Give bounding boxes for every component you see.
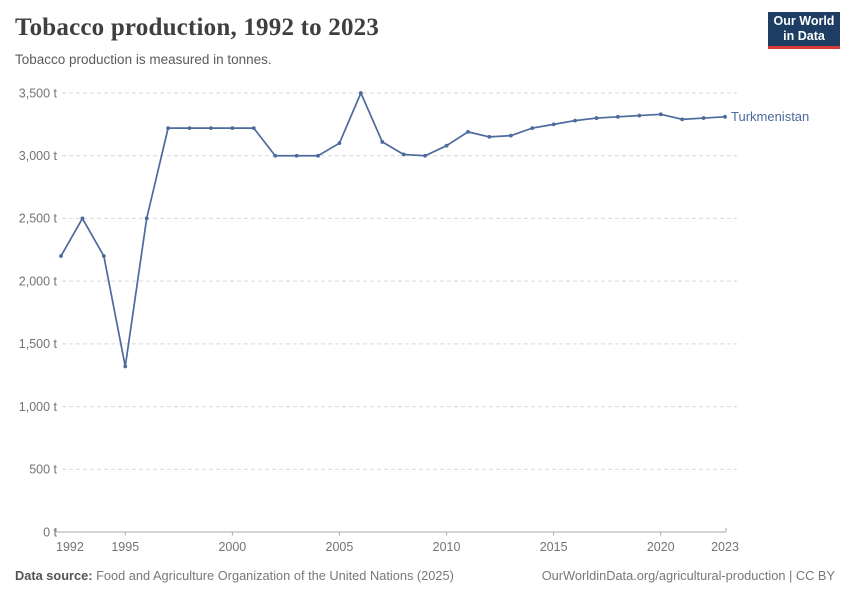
data-point[interactable]	[59, 254, 63, 258]
data-point[interactable]	[358, 91, 363, 95]
data-point[interactable]	[144, 216, 149, 221]
y-tick-label: 1,000 t	[19, 400, 58, 414]
x-tick-label: 1992	[56, 540, 84, 554]
data-point[interactable]	[530, 126, 535, 131]
data-source-text: Data source: Food and Agriculture Organi…	[15, 568, 454, 583]
data-point[interactable]	[294, 153, 299, 158]
x-tick-label: 2000	[218, 540, 246, 554]
y-tick-label: 500 t	[29, 463, 57, 477]
data-point[interactable]	[166, 126, 170, 131]
data-point[interactable]	[487, 135, 492, 139]
x-tick-label: 2005	[326, 540, 354, 554]
license-cc-by: | CC BY	[785, 568, 835, 583]
data-point[interactable]	[251, 126, 256, 131]
y-tick-label: 1,500 t	[19, 337, 58, 351]
data-point[interactable]	[466, 129, 470, 134]
data-point[interactable]	[508, 133, 513, 138]
data-point[interactable]	[701, 116, 706, 120]
data-point[interactable]	[616, 114, 620, 119]
y-tick-label: 3,500 t	[19, 86, 58, 100]
data-point[interactable]	[658, 112, 663, 117]
data-point[interactable]	[230, 126, 235, 131]
data-point[interactable]	[444, 143, 449, 148]
data-point[interactable]	[401, 152, 406, 157]
footer-right: OurWorldinData.org/agricultural-producti…	[542, 568, 835, 583]
y-tick-label: 2,500 t	[19, 212, 58, 226]
data-source-label: Data source:	[15, 568, 93, 583]
x-tick-label: 2015	[540, 540, 568, 554]
owid-logo-line2: in Data	[783, 29, 825, 43]
data-point[interactable]	[551, 122, 556, 127]
chart-title: Tobacco production, 1992 to 2023	[15, 14, 380, 41]
chart-subtitle: Tobacco production is measured in tonnes…	[15, 52, 272, 67]
data-point[interactable]	[423, 153, 428, 158]
owid-logo-line1: Our World	[773, 14, 835, 28]
data-point[interactable]	[123, 364, 128, 369]
data-point[interactable]	[723, 114, 727, 119]
data-point[interactable]	[80, 216, 85, 221]
data-point[interactable]	[594, 116, 599, 120]
series-line[interactable]	[60, 92, 726, 368]
data-point[interactable]	[101, 254, 106, 258]
data-point[interactable]	[209, 126, 213, 131]
footer-url-link[interactable]: OurWorldinData.org/agricultural-producti…	[541, 568, 786, 583]
data-point[interactable]	[273, 153, 278, 158]
entity-label[interactable]: Turkmenistan	[731, 109, 809, 124]
y-tick-label: 3,000 t	[19, 149, 58, 163]
x-tick-label: 1995	[111, 540, 139, 554]
owid-logo[interactable]: Our World in Data	[768, 12, 840, 49]
data-point[interactable]	[316, 153, 320, 158]
data-source-value: Food and Agriculture Organization of the…	[92, 568, 454, 583]
y-tick-label: 2,000 t	[19, 274, 58, 288]
data-point[interactable]	[637, 113, 642, 118]
x-tick-label: 2010	[433, 540, 461, 554]
data-point[interactable]	[380, 140, 385, 144]
y-tick-label: 0 t	[43, 525, 57, 539]
x-tick-label: 2023	[711, 540, 739, 554]
chart-footer: Data source: Food and Agriculture Organi…	[15, 568, 835, 583]
x-tick-label: 2020	[647, 540, 675, 554]
data-point[interactable]	[337, 141, 342, 146]
data-point[interactable]	[573, 118, 577, 123]
data-point[interactable]	[187, 126, 192, 131]
data-point[interactable]	[680, 117, 685, 122]
